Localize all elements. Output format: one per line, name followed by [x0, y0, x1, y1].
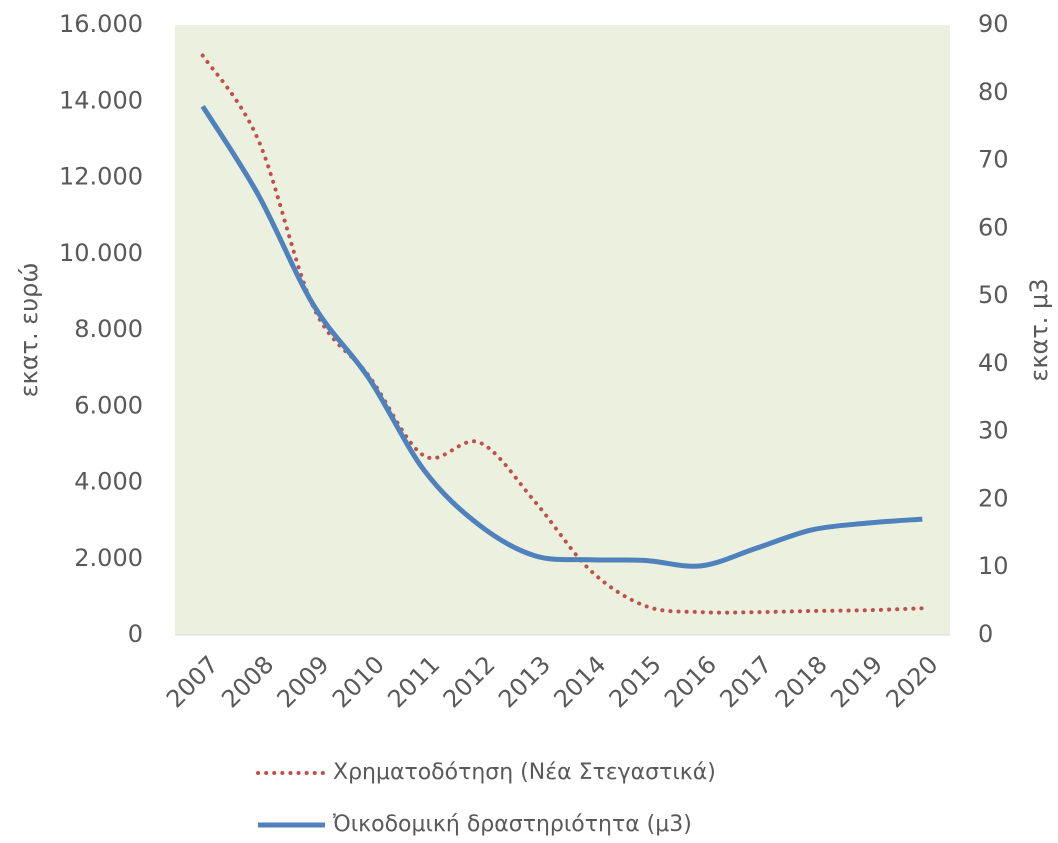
y2-tick-label: 50	[978, 281, 1009, 309]
y2-tick-label: 70	[978, 146, 1009, 174]
x-tick-label: 2018	[770, 650, 833, 713]
y-tick-label: 6.000	[74, 391, 143, 419]
y-tick-label: 8.000	[74, 315, 143, 343]
y2-tick-label: 30	[978, 417, 1009, 445]
y-tick-label: 4.000	[74, 468, 143, 496]
y2-axis-title: εκατ. μ3	[1025, 278, 1053, 381]
y2-tick-label: 60	[978, 213, 1009, 241]
y2-tick-label: 10	[978, 552, 1009, 580]
x-tick-label: 2015	[604, 650, 667, 713]
x-tick-label: 2007	[161, 650, 224, 713]
x-tick-label: 2014	[548, 650, 611, 713]
y-tick-label: 16.000	[59, 10, 143, 38]
x-tick-label: 2017	[714, 650, 777, 713]
y2-tick-label: 20	[978, 484, 1009, 512]
x-tick-label: 2012	[438, 650, 501, 713]
x-tick-label: 2013	[493, 650, 556, 713]
legend-label: Ὀικοδομική δραστηριότητα (μ3)	[333, 812, 692, 837]
x-tick-label: 2009	[272, 650, 335, 713]
y2-tick-label: 40	[978, 349, 1009, 377]
y-tick-label: 12.000	[59, 163, 143, 191]
plot-area	[175, 25, 950, 635]
x-tick-label: 2011	[382, 650, 445, 713]
line-series	[200, 53, 925, 615]
x-tick-label: 2016	[659, 650, 722, 713]
y2-tick-label: 90	[978, 10, 1009, 38]
x-tick-label: 2019	[825, 650, 888, 713]
y-tick-label: 14.000	[59, 86, 143, 114]
y2-tick-label: 0	[978, 620, 993, 648]
y-axis-title: εκατ. ευρώ	[15, 263, 43, 398]
x-tick-label: 2008	[216, 650, 279, 713]
legend-label: Χρηματοδότηση (Νέα Στεγαστικά)	[333, 760, 716, 785]
y-tick-label: 0	[128, 620, 143, 648]
y-tick-label: 10.000	[59, 239, 143, 267]
y-tick-label: 2.000	[74, 544, 143, 572]
line-series	[200, 105, 923, 569]
x-tick-label: 2010	[327, 650, 390, 713]
x-tick-label: 2020	[881, 650, 944, 713]
y2-tick-label: 80	[978, 78, 1009, 106]
